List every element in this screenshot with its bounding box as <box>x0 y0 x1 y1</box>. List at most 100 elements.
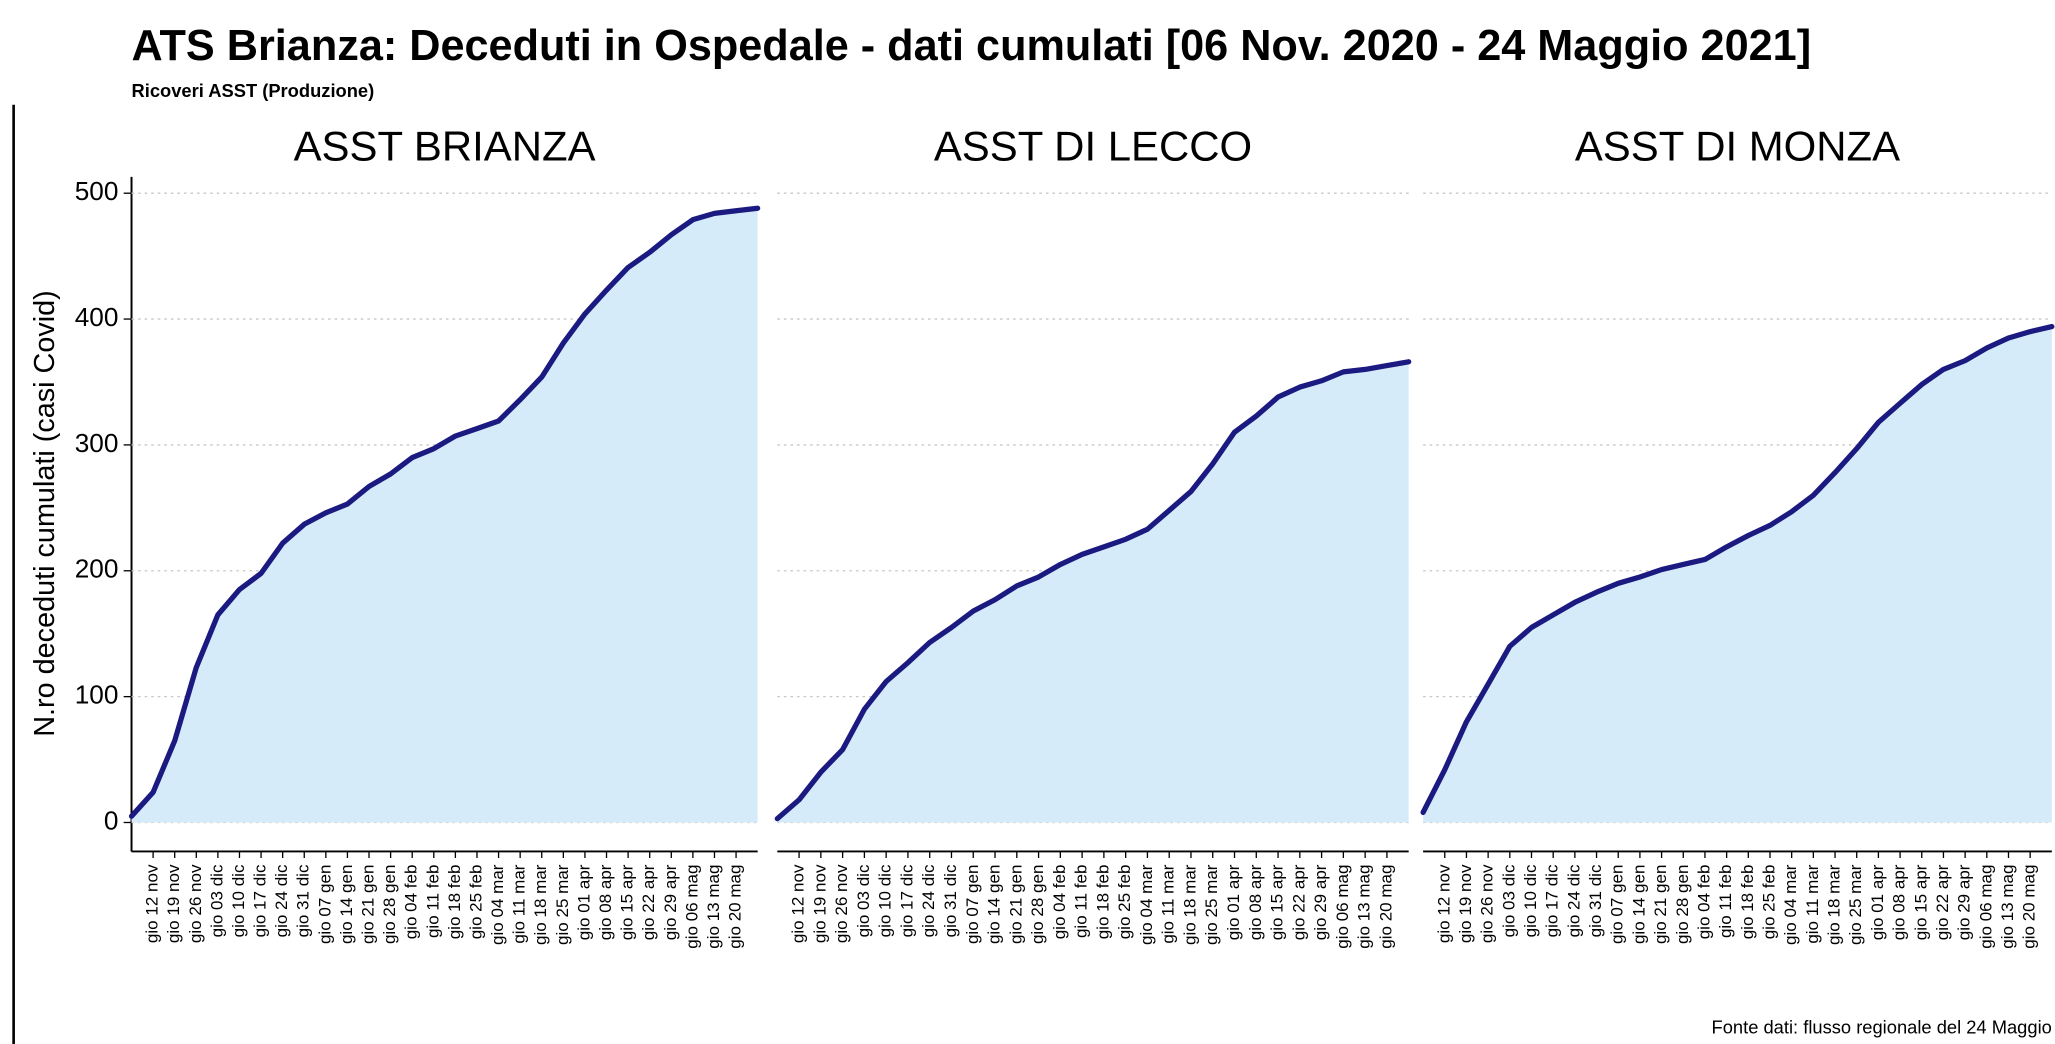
x-tick-label: gio 14 gen <box>337 865 356 944</box>
x-tick-label: gio 28 gen <box>380 865 399 944</box>
x-tick-label: gio 13 mag <box>1998 865 2017 949</box>
x-tick-label: gio 04 feb <box>402 865 421 940</box>
x-tick-label: gio 07 gen <box>1608 865 1627 944</box>
x-tick-label: gio 14 gen <box>985 865 1004 944</box>
y-tick-label: 200 <box>75 554 119 584</box>
x-tick-label: gio 04 mar <box>1137 864 1156 945</box>
x-tick-label: gio 12 nov <box>143 864 162 943</box>
chart-subtitle: Ricoveri ASST (Produzione) <box>132 80 375 101</box>
x-tick-label: gio 26 nov <box>1478 864 1497 943</box>
x-tick-label: gio 21 gen <box>359 865 378 944</box>
y-tick-label: 0 <box>104 805 119 835</box>
panel-title: ASST DI MONZA <box>1575 122 1900 169</box>
line <box>1420 323 2055 816</box>
x-tick-label: gio 06 mag <box>682 865 701 949</box>
x-tick-label: gio 11 feb <box>1072 865 1091 938</box>
x-tick-label: gio 15 apr <box>1268 864 1287 940</box>
x-tick-label: gio 24 dic <box>919 864 938 937</box>
x-tick-label: gio 01 apr <box>574 864 593 940</box>
x-tick-label: gio 06 mag <box>1333 865 1352 949</box>
x-tick-label: gio 19 nov <box>810 864 829 943</box>
x-tick-label: gio 25 feb <box>1759 865 1778 940</box>
y-tick-label: 100 <box>75 680 119 710</box>
x-tick-label: gio 04 mar <box>488 864 507 945</box>
x-tick-label: gio 25 mar <box>1846 864 1865 945</box>
x-tick-label: gio 17 dic <box>251 864 270 937</box>
x-tick-label: gio 03 dic <box>1499 864 1518 937</box>
x-tick-label: gio 22 apr <box>639 864 658 940</box>
x-tick-label: gio 11 mar <box>510 864 529 943</box>
x-tick-label: gio 14 gen <box>1629 865 1648 944</box>
x-tick-label: gio 25 feb <box>1115 865 1134 940</box>
x-tick-label: gio 25 feb <box>466 865 485 940</box>
x-tick-label: gio 24 dic <box>272 864 291 937</box>
x-tick-label: gio 20 mag <box>1376 865 1395 949</box>
x-tick-label: gio 11 mar <box>1803 864 1822 943</box>
x-tick-label: gio 08 apr <box>1246 864 1265 940</box>
line <box>128 205 761 819</box>
x-tick-label: gio 31 dic <box>1586 864 1605 937</box>
x-tick-label: gio 20 mag <box>726 865 745 949</box>
x-tick-label: gio 20 mag <box>2020 865 2039 949</box>
x-tick-label: gio 11 feb <box>1716 865 1735 938</box>
x-tick-label: gio 04 feb <box>1694 865 1713 940</box>
x-tick-label: gio 28 gen <box>1673 865 1692 944</box>
line <box>774 359 1412 822</box>
x-tick-label: gio 18 mar <box>1825 864 1844 945</box>
x-tick-label: gio 19 nov <box>1456 864 1475 943</box>
x-tick-label: gio 11 feb <box>423 865 442 938</box>
x-tick-label: gio 13 mag <box>1355 865 1374 949</box>
x-tick-label: gio 22 apr <box>1933 864 1952 940</box>
x-tick-label: gio 17 dic <box>897 864 916 937</box>
panel-title: ASST DI LECCO <box>934 122 1252 169</box>
x-tick-label: gio 28 gen <box>1028 865 1047 944</box>
x-tick-label: gio 03 dic <box>207 864 226 937</box>
x-tick-label: gio 25 mar <box>553 864 572 945</box>
x-tick-label: gio 31 dic <box>294 864 313 937</box>
x-tick-label: gio 15 apr <box>618 864 637 940</box>
x-tick-label: gio 04 mar <box>1781 864 1800 945</box>
x-tick-label: gio 15 apr <box>1911 864 1930 940</box>
x-tick-label: gio 01 apr <box>1224 864 1243 940</box>
x-tick-label: gio 18 feb <box>445 865 464 940</box>
x-tick-label: gio 18 feb <box>1093 865 1112 940</box>
x-tick-label: gio 18 feb <box>1738 865 1757 940</box>
y-axis-label: N.ro deceduti cumulati (casi Covid) <box>29 290 61 737</box>
x-tick-label: gio 24 dic <box>1564 864 1583 937</box>
x-tick-label: gio 04 feb <box>1050 865 1069 940</box>
x-tick-label: gio 07 gen <box>963 865 982 944</box>
y-tick-label: 400 <box>75 302 119 332</box>
x-tick-label: gio 12 nov <box>789 864 808 943</box>
x-tick-label: gio 18 mar <box>531 864 550 945</box>
y-tick-label: 300 <box>75 428 119 458</box>
x-tick-label: gio 18 mar <box>1180 864 1199 945</box>
x-tick-label: gio 19 nov <box>164 864 183 943</box>
x-tick-label: gio 07 gen <box>315 865 334 944</box>
x-tick-label: gio 06 mag <box>1976 865 1995 949</box>
x-tick-label: gio 10 dic <box>876 864 895 937</box>
source-note: Fonte dati: flusso regionale del 24 Magg… <box>1712 1017 2052 1038</box>
x-tick-label: gio 22 apr <box>1289 864 1308 940</box>
x-tick-label: gio 10 dic <box>1521 864 1540 937</box>
x-tick-label: gio 25 mar <box>1202 864 1221 945</box>
x-tick-label: gio 31 dic <box>941 864 960 937</box>
chart-title: ATS Brianza: Deceduti in Ospedale - dati… <box>132 22 1812 70</box>
x-tick-label: gio 21 gen <box>1006 865 1025 944</box>
area <box>1423 326 2052 823</box>
x-tick-label: gio 08 apr <box>596 864 615 940</box>
x-tick-label: gio 08 apr <box>1890 864 1909 940</box>
x-tick-label: gio 10 dic <box>229 864 248 937</box>
x-tick-label: gio 13 mag <box>704 865 723 949</box>
x-tick-label: gio 29 apr <box>1311 864 1330 940</box>
x-tick-label: gio 11 mar <box>1159 864 1178 943</box>
x-tick-label: gio 26 nov <box>832 864 851 943</box>
x-tick-label: gio 21 gen <box>1651 865 1670 944</box>
x-tick-label: gio 03 dic <box>854 864 873 937</box>
area <box>777 361 1409 823</box>
x-tick-label: gio 29 apr <box>1955 864 1974 940</box>
x-tick-label: gio 01 apr <box>1868 864 1887 940</box>
x-tick-label: gio 26 nov <box>186 864 205 943</box>
x-tick-label: gio 17 dic <box>1543 864 1562 937</box>
panel-title: ASST BRIANZA <box>294 122 596 169</box>
